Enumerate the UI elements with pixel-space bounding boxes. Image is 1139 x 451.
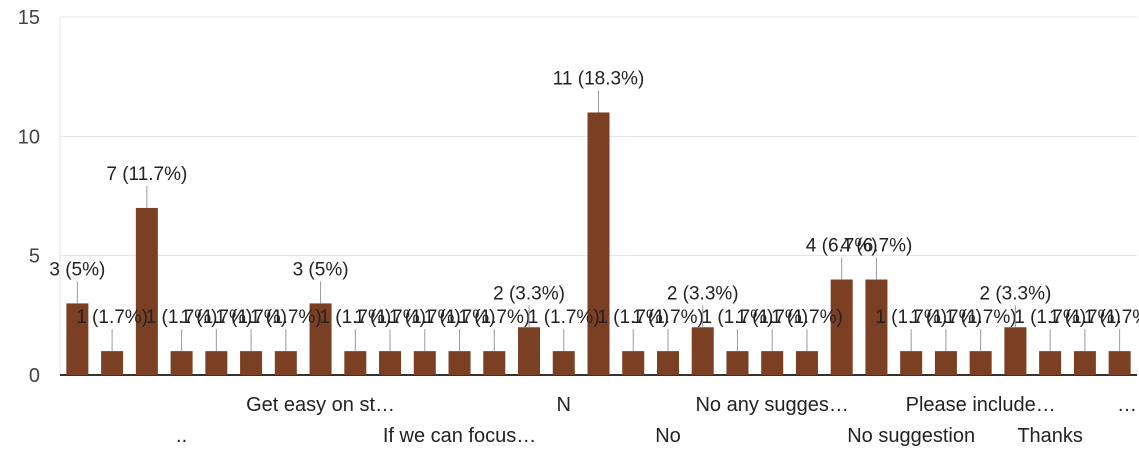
data-label: 1 (1.7%) — [1084, 307, 1139, 328]
data-label: 1 (1.7%) — [632, 307, 704, 328]
y-axis-ticks: 0 5 10 15 — [18, 7, 40, 387]
data-label: 4 (6.7%) — [841, 236, 913, 257]
bar — [970, 351, 992, 375]
data-label: 3 (5%) — [49, 259, 105, 280]
data-label: 11 (18.3%) — [553, 68, 645, 89]
bar — [483, 351, 505, 375]
bar — [240, 351, 262, 375]
data-label: 1 (1.7%) — [771, 307, 843, 328]
bar — [588, 112, 610, 375]
y-tick-label: 0 — [29, 365, 40, 387]
y-tick-label: 5 — [29, 246, 40, 268]
x-tick-label: N — [557, 394, 571, 416]
x-axis-ticks: .. Get easy on st… If we can focus… N No No a… — [176, 394, 1137, 447]
bar — [657, 351, 679, 375]
x-tick-label: If we can focus… — [383, 425, 536, 447]
x-tick-label: .. — [176, 425, 187, 447]
data-label: 3 (5%) — [293, 259, 349, 280]
data-label: 7 (11.7%) — [106, 164, 187, 185]
bar — [935, 351, 957, 375]
x-tick-label: No suggestion — [847, 425, 975, 447]
x-tick-label: No — [655, 425, 681, 447]
bar — [1004, 327, 1026, 375]
y-tick-label: 10 — [18, 126, 40, 148]
data-label: 2 (3.3%) — [979, 283, 1051, 304]
bar — [379, 351, 401, 375]
bar — [275, 351, 297, 375]
x-tick-label: Thanks — [1017, 425, 1083, 447]
bar — [553, 351, 575, 375]
bar — [900, 351, 922, 375]
bar — [761, 351, 783, 375]
bars — [66, 112, 1130, 375]
x-tick-label: Please include… — [906, 394, 1056, 416]
data-label: 1 (1.7%) — [250, 307, 322, 328]
bar — [136, 208, 158, 375]
bar — [726, 351, 748, 375]
y-tick-label: 15 — [18, 7, 40, 29]
x-tick-label: No any sugges… — [695, 394, 848, 416]
bar — [796, 351, 818, 375]
bar — [171, 351, 193, 375]
bar — [1109, 351, 1131, 375]
data-label: 1 (1.7%) — [458, 307, 530, 328]
bar — [344, 351, 366, 375]
x-tick-label: Get easy on st… — [246, 394, 395, 416]
bar — [414, 351, 436, 375]
data-label: 2 (3.3%) — [493, 283, 565, 304]
data-label: 1 (1.7%) — [76, 307, 148, 328]
data-label: 2 (3.3%) — [667, 283, 739, 304]
bar — [1039, 351, 1061, 375]
bar — [101, 351, 123, 375]
bar — [518, 327, 540, 375]
bar — [449, 351, 471, 375]
bar — [205, 351, 227, 375]
data-label: 1 (1.7%) — [945, 307, 1017, 328]
x-tick-label: … — [1117, 394, 1137, 416]
bar — [622, 351, 644, 375]
bar — [1074, 351, 1096, 375]
bar — [692, 327, 714, 375]
data-label: 1 (1.7%) — [528, 307, 600, 328]
